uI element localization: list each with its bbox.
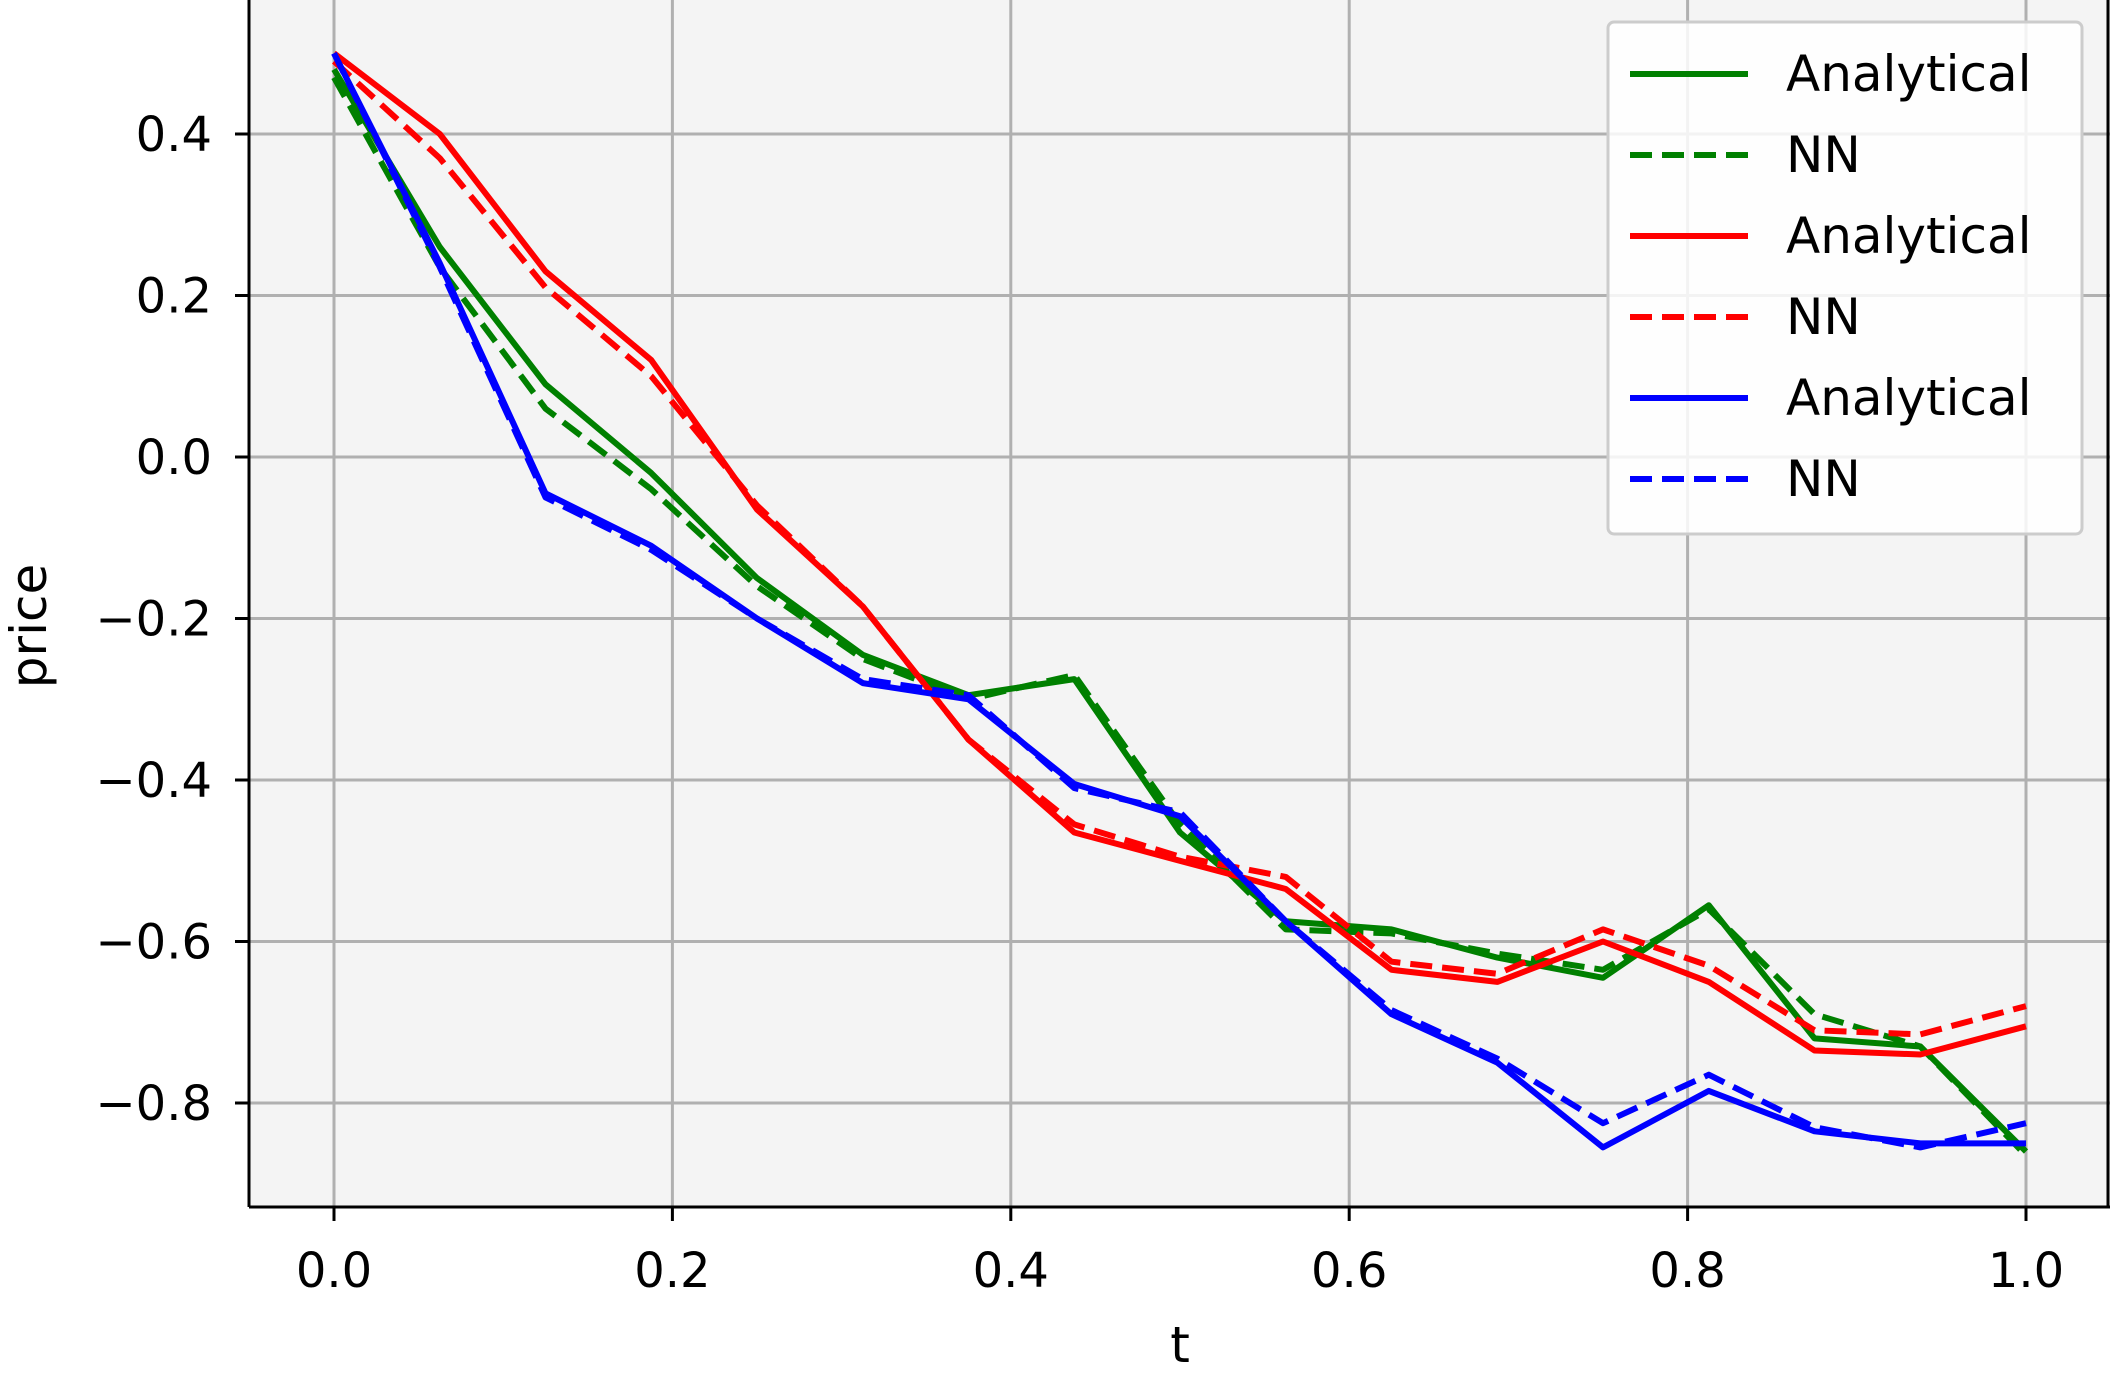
y-tick-label: 0.4 xyxy=(136,107,212,163)
legend-label: NN xyxy=(1786,288,1861,346)
x-tick-label: 0.2 xyxy=(634,1243,710,1299)
series-line-3 xyxy=(332,50,2027,1058)
legend-box xyxy=(1606,20,2084,536)
axes xyxy=(247,0,2110,1209)
x-ticks: 0.0 0.2 0.4 0.6 0.8 1.0 xyxy=(296,1207,2064,1299)
series-layer xyxy=(331,50,2029,1158)
series-line-2 xyxy=(331,76,2029,1158)
legend-label: Analytical xyxy=(1786,45,2032,103)
legend-label: NN xyxy=(1786,450,1861,508)
x-tick-label: 0.4 xyxy=(973,1243,1049,1299)
legend-label: Analytical xyxy=(1786,207,2032,265)
legend-label: Analytical xyxy=(1786,369,2032,427)
y-axis-label: price xyxy=(0,564,58,688)
x-axis-label: t xyxy=(1170,1316,1190,1374)
y-tick-label: −0.6 xyxy=(95,915,212,971)
y-tick-label: 0.0 xyxy=(136,430,212,486)
x-tick-label: 1.0 xyxy=(1988,1243,2064,1299)
x-tick-label: 0.0 xyxy=(296,1243,372,1299)
y-tick-label: −0.4 xyxy=(95,753,212,809)
series-line-1 xyxy=(331,67,2029,1154)
x-tick-label: 0.8 xyxy=(1649,1243,1725,1299)
series-line-4 xyxy=(331,59,2027,1038)
legend-label: NN xyxy=(1786,126,1861,184)
legend: Analytical NN Analytical NN Analytical NN xyxy=(1606,20,2084,536)
y-tick-label: −0.8 xyxy=(95,1076,212,1132)
y-tick-label: 0.2 xyxy=(136,269,212,325)
series-line-6 xyxy=(331,51,2027,1151)
y-tick-label: −0.2 xyxy=(95,592,212,648)
x-tick-label: 0.6 xyxy=(1311,1243,1387,1299)
y-ticks: 0.4 0.2 0.0 −0.2 −0.4 −0.6 −0.8 xyxy=(95,107,249,1132)
